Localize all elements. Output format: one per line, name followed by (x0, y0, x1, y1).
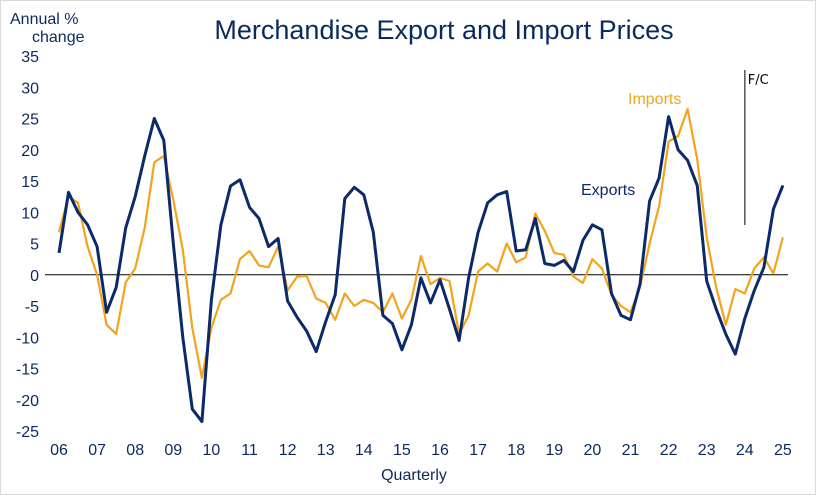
y-axis-label-line2: change (32, 29, 85, 46)
y-tick-label: 30 (21, 80, 39, 97)
x-tick-label: 10 (203, 442, 221, 459)
x-tick-label: 23 (698, 442, 716, 459)
y-axis-ticks: 35 30 25 20 15 10 5 0 -5 -10 -15 -20 -25 (16, 49, 39, 441)
y-tick-label: -25 (16, 424, 39, 441)
y-tick-label: 20 (21, 143, 39, 160)
y-tick-label: 0 (30, 268, 39, 285)
x-tick-label: 22 (660, 442, 678, 459)
x-tick-label: 13 (317, 442, 335, 459)
x-tick-label: 14 (355, 442, 373, 459)
exports-series-label: Exports (581, 182, 635, 199)
y-tick-label: -10 (16, 330, 39, 347)
y-tick-label: 10 (21, 205, 39, 222)
x-tick-label: 07 (88, 442, 106, 459)
x-tick-label: 08 (126, 442, 144, 459)
x-tick-label: 17 (469, 442, 487, 459)
imports-series-line (57, 108, 784, 379)
forecast-marker-label: F/C (748, 73, 769, 88)
y-tick-label: -15 (16, 362, 39, 379)
y-tick-label: 5 (30, 237, 39, 254)
x-tick-label: 06 (50, 442, 68, 459)
x-tick-label: 21 (622, 442, 640, 459)
y-axis-label-line1: Annual % (10, 11, 79, 28)
y-tick-label: 35 (21, 49, 39, 66)
exports-series-line (57, 115, 785, 424)
x-tick-label: 18 (507, 442, 525, 459)
x-tick-label: 12 (279, 442, 297, 459)
y-tick-label: -5 (25, 299, 39, 316)
x-tick-label: 09 (164, 442, 182, 459)
x-axis-label: Quarterly (381, 467, 447, 484)
imports-series-label: Imports (628, 91, 681, 108)
y-tick-label: -20 (16, 393, 39, 410)
y-tick-label: 25 (21, 112, 39, 129)
x-tick-label: 11 (241, 442, 258, 459)
x-tick-label: 16 (431, 442, 449, 459)
x-tick-label: 15 (393, 442, 411, 459)
chart-title: Merchandise Export and Import Prices (214, 15, 673, 45)
x-tick-label: 24 (736, 442, 754, 459)
x-tick-label: 19 (545, 442, 563, 459)
x-axis-ticks: 06 07 08 09 10 11 12 13 14 15 16 17 18 19 20 21 22 23 24 25 (50, 442, 792, 459)
x-tick-label: 25 (774, 442, 792, 459)
y-tick-label: 15 (21, 174, 39, 191)
x-tick-label: 20 (584, 442, 602, 459)
